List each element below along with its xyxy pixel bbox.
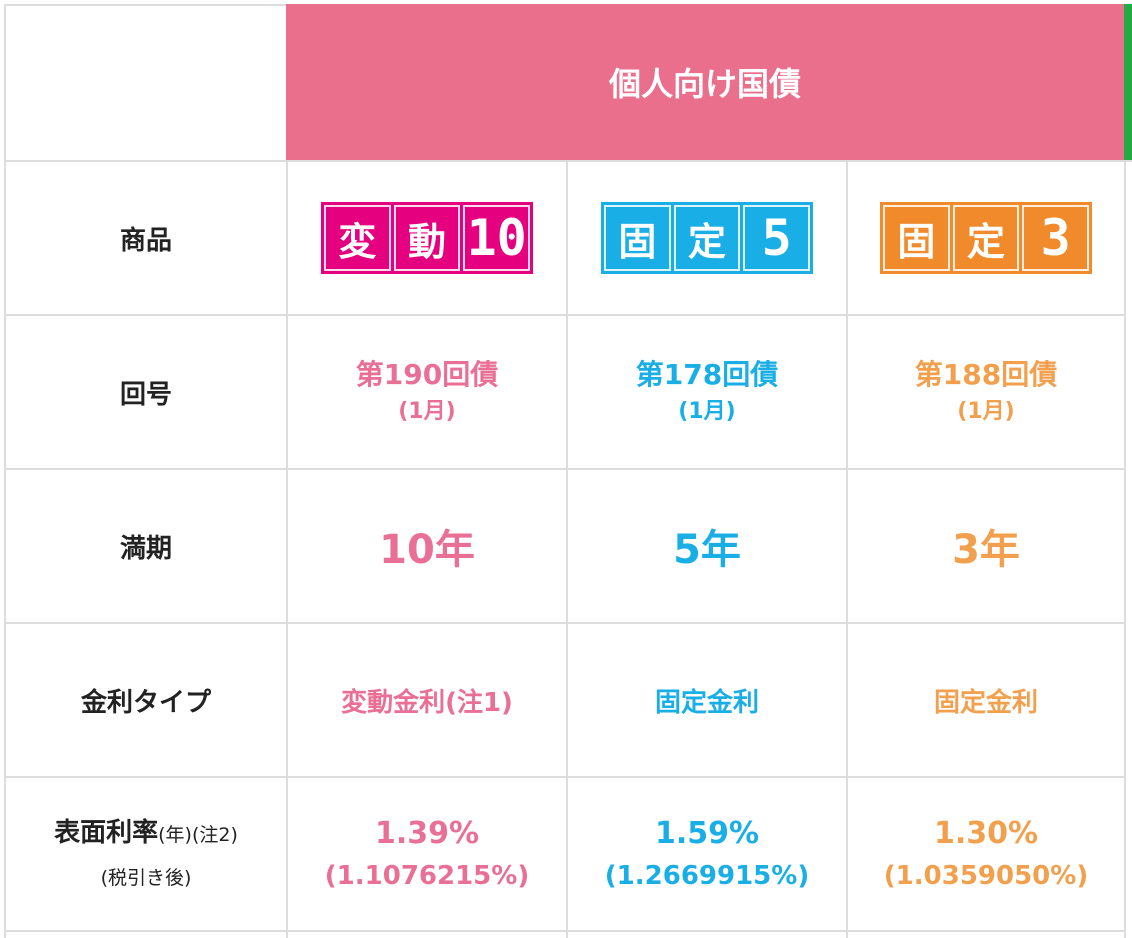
row-label-next <box>4 930 286 938</box>
issue-month: (1月) <box>678 399 736 424</box>
coupon-rate-after-tax: (1.0359050%) <box>883 861 1089 891</box>
next-row-cell <box>286 930 566 938</box>
hendo10-badge: 変 動 10 <box>321 202 533 274</box>
issue-cell-hendo10: 第190回債 (1月) <box>286 314 566 468</box>
issue-month: (1月) <box>957 399 1015 424</box>
product-cell-kotei3: 固 定 3 <box>846 160 1124 314</box>
badge-char: 定 <box>952 205 1020 271</box>
issue-cell-kotei5: 第178回債 (1月) <box>566 314 846 468</box>
coupon-cell-kotei5: 1.59% (1.2669915%) <box>566 776 846 930</box>
header-banner: 個人向け国債 <box>286 4 1124 160</box>
badge-char: 動 <box>393 205 461 271</box>
rate-type-value: 固定金利 <box>933 687 1038 718</box>
ratetype-cell-hendo10: 変動金利(注1) <box>286 622 566 776</box>
badge-char: 固 <box>604 205 671 271</box>
row-label-product: 商品 <box>4 160 286 314</box>
term-cell-hendo10: 10年 <box>286 468 566 622</box>
term-value: 3年 <box>952 527 1020 573</box>
coupon-rate: 1.30% <box>933 816 1039 851</box>
coupon-rate: 1.59% <box>654 816 760 851</box>
product-cell-kotei5: 固 定 5 <box>566 160 846 314</box>
coupon-rate: 1.39% <box>374 816 480 851</box>
badge-number: 10 <box>463 205 531 271</box>
row-label-maturity: 満期 <box>4 468 286 622</box>
coupon-rate-after-tax: (1.2669915%) <box>604 861 810 891</box>
issue-month: (1月) <box>398 399 456 424</box>
coupon-rate-after-tax: (1.1076215%) <box>324 861 530 891</box>
coupon-note-label: (注2) <box>191 823 238 846</box>
kotei5-badge: 固 定 5 <box>601 202 813 274</box>
coupon-cell-kotei3: 1.30% (1.0359050%) <box>846 776 1124 930</box>
coupon-label: 表面利率 <box>54 817 159 848</box>
next-row-cell <box>566 930 846 938</box>
row-label-rate-type: 金利タイプ <box>4 622 286 776</box>
coupon-after-tax-label: (税引き後) <box>100 866 192 889</box>
row-label-coupon: 表面利率(年)(注2) (税引き後) <box>4 776 286 930</box>
coupon-year-label: (年) <box>158 823 192 846</box>
header-title: 個人向け国債 <box>608 65 801 103</box>
issue-number: 第178回債 <box>635 358 779 391</box>
row-label-issue: 回号 <box>4 314 286 468</box>
next-column-edge <box>1124 160 1132 938</box>
kotei3-badge: 固 定 3 <box>880 202 1092 274</box>
badge-number: 3 <box>1022 205 1090 271</box>
rate-type-value: 固定金利 <box>654 687 759 718</box>
badge-char: 定 <box>673 205 741 271</box>
green-edge <box>1124 4 1132 160</box>
issue-cell-kotei3: 第188回債 (1月) <box>846 314 1124 468</box>
ratetype-cell-kotei3: 固定金利 <box>846 622 1124 776</box>
term-cell-kotei5: 5年 <box>566 468 846 622</box>
product-cell-hendo10: 変 動 10 <box>286 160 566 314</box>
badge-number: 5 <box>743 205 811 271</box>
coupon-cell-hendo10: 1.39% (1.1076215%) <box>286 776 566 930</box>
rate-type-value: 変動金利(注1) <box>341 687 513 718</box>
next-row-cell <box>846 930 1124 938</box>
term-value: 5年 <box>673 527 741 573</box>
issue-number: 第190回債 <box>355 358 499 391</box>
ratetype-cell-kotei5: 固定金利 <box>566 622 846 776</box>
corner-cell <box>4 4 286 160</box>
term-value: 10年 <box>379 527 475 573</box>
badge-char: 変 <box>324 205 391 271</box>
term-cell-kotei3: 3年 <box>846 468 1124 622</box>
badge-char: 固 <box>883 205 950 271</box>
issue-number: 第188回債 <box>914 358 1058 391</box>
